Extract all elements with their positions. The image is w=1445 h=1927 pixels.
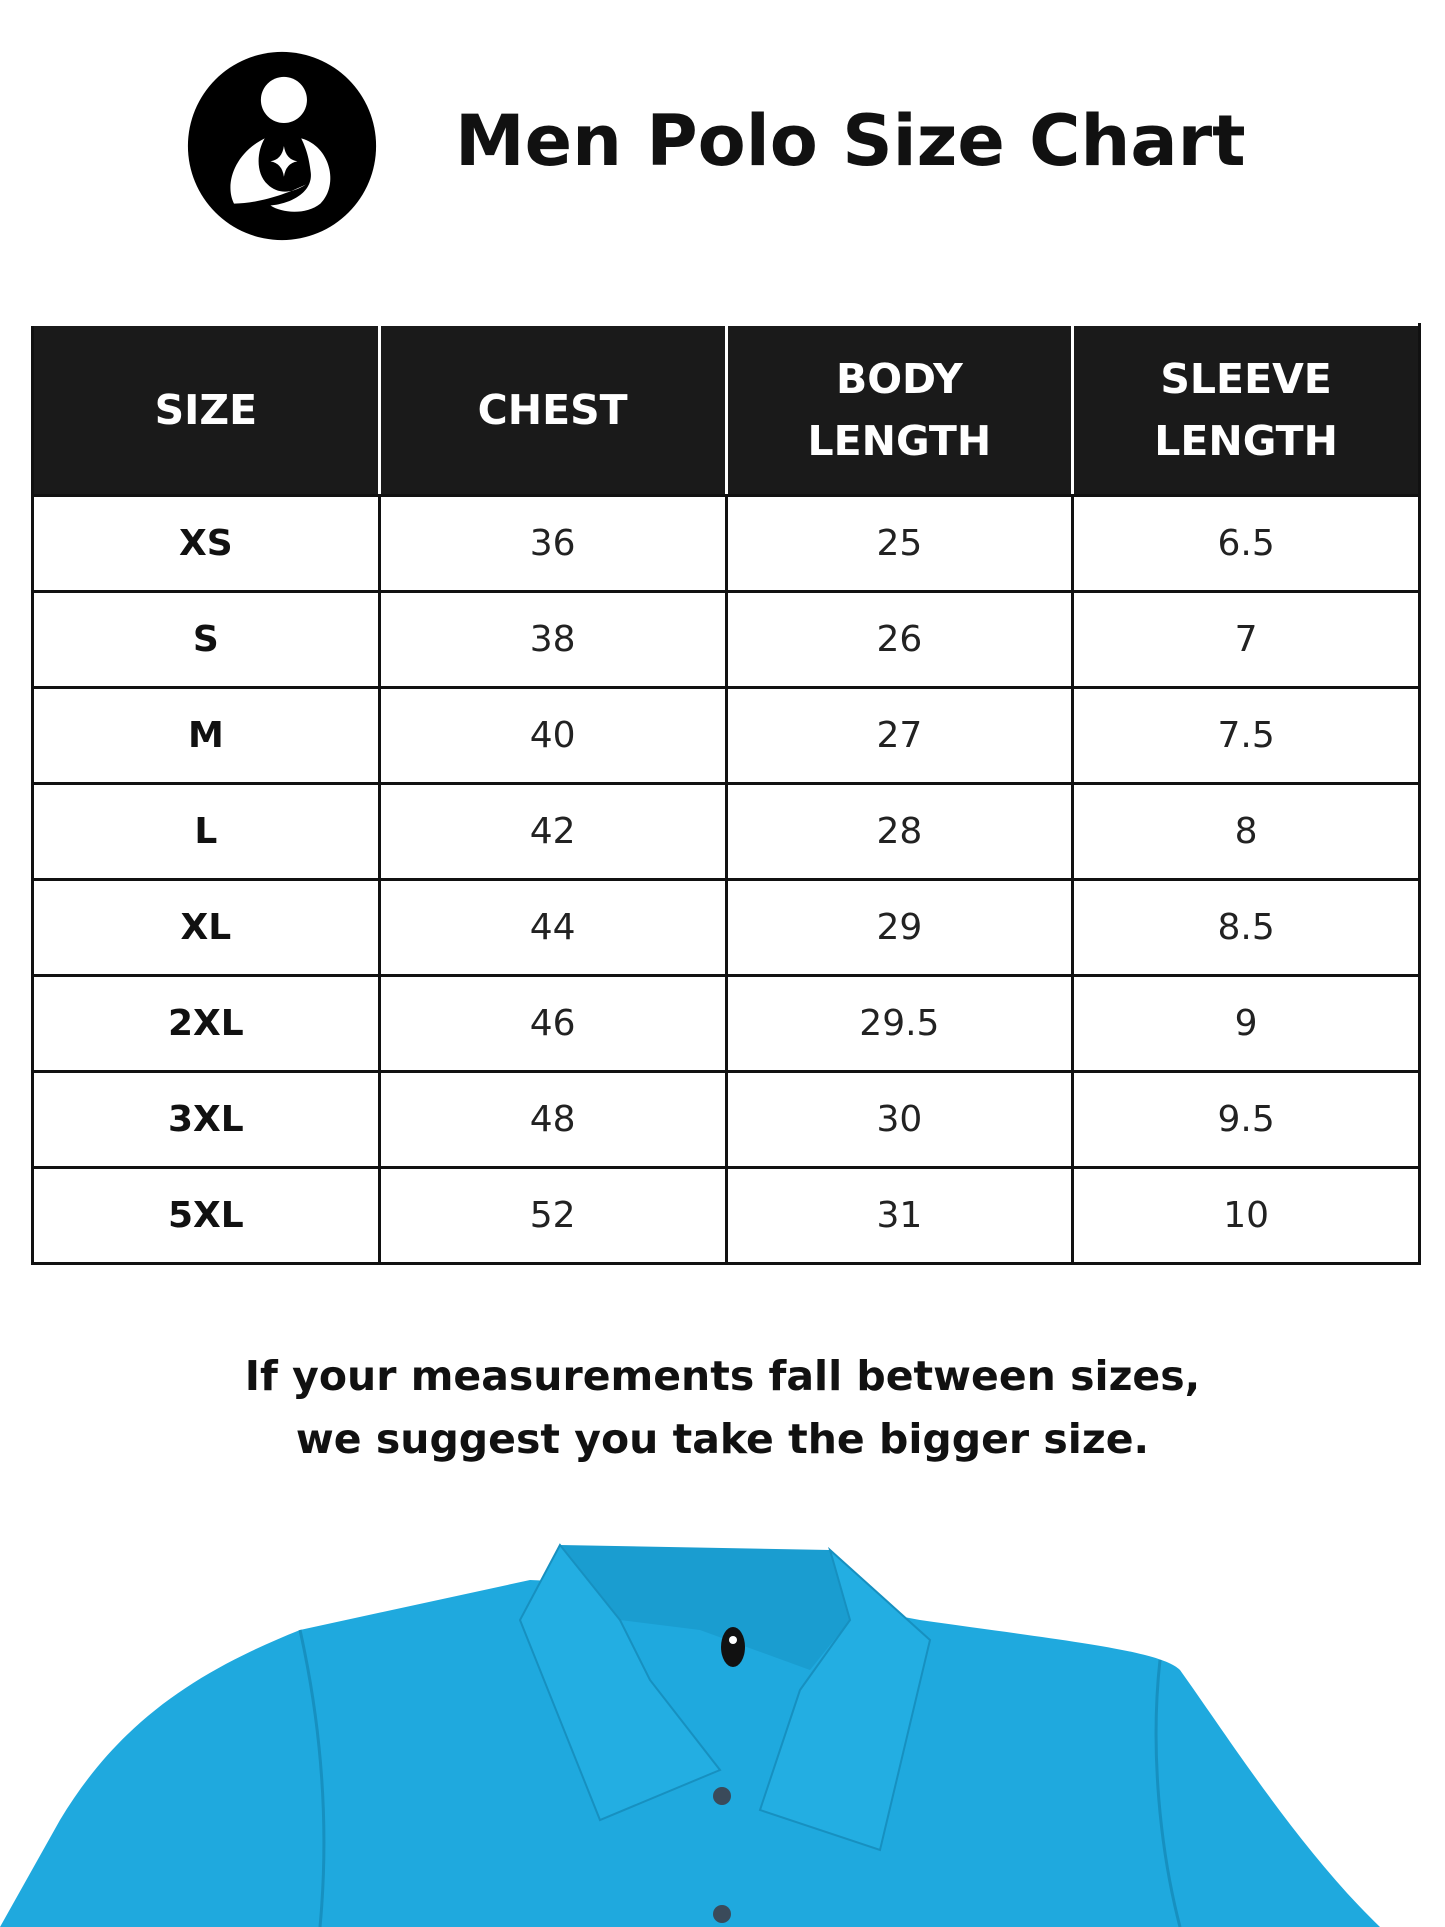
cell-size: L: [31, 782, 381, 881]
sizing-note-line-2: we suggest you take the bigger size.: [295, 1415, 1150, 1463]
sizing-note: If your measurements fall between sizes,…: [0, 1345, 1445, 1471]
brand-logo: [187, 51, 377, 241]
cell-chest: 44: [377, 878, 728, 977]
cell-sleeve-length: 7.5: [1071, 686, 1421, 785]
cell-body-length: 28: [724, 782, 1075, 881]
cell-size: 2XL: [31, 974, 381, 1073]
column-header-chest: CHEST: [377, 323, 728, 497]
header-text: BODY: [835, 355, 963, 403]
cell-size: XL: [31, 878, 381, 977]
table-row: 5XL 52 31 10: [31, 1166, 1421, 1265]
cell-chest: 42: [377, 782, 728, 881]
cell-sleeve-length: 6.5: [1071, 494, 1421, 593]
header-text: LENGTH: [807, 417, 992, 465]
size-chart-table: SIZE CHEST BODY LENGTH SLEEVE LENGTH XS 36 2…: [31, 323, 1421, 1265]
cell-size: M: [31, 686, 381, 785]
cell-sleeve-length: 9: [1071, 974, 1421, 1073]
cell-sleeve-length: 8: [1071, 782, 1421, 881]
cell-chest: 46: [377, 974, 728, 1073]
cell-body-length: 25: [724, 494, 1075, 593]
cell-sleeve-length: 7: [1071, 590, 1421, 689]
header-text: LENGTH: [1154, 417, 1338, 465]
cell-chest: 38: [377, 590, 728, 689]
column-header-body-length: BODY LENGTH: [724, 323, 1075, 497]
cell-body-length: 27: [724, 686, 1075, 785]
cell-chest: 48: [377, 1070, 728, 1169]
cell-chest: 40: [377, 686, 728, 785]
header-text: SLEEVE: [1160, 355, 1332, 403]
cell-chest: 52: [377, 1166, 728, 1265]
table-row: L 42 28 8: [31, 782, 1421, 881]
header-text: SIZE: [154, 386, 258, 434]
cell-body-length: 29.5: [724, 974, 1075, 1073]
polo-shirt-image: [0, 1543, 1380, 1927]
cell-body-length: 30: [724, 1070, 1075, 1169]
column-header-size: SIZE: [31, 323, 381, 497]
page-title: Men Polo Size Chart: [455, 100, 1246, 182]
table-row: 3XL 48 30 9.5: [31, 1070, 1421, 1169]
cell-body-length: 29: [724, 878, 1075, 977]
table-row: 2XL 46 29.5 9: [31, 974, 1421, 1073]
cell-size: XS: [31, 494, 381, 593]
column-header-sleeve-length: SLEEVE LENGTH: [1071, 323, 1421, 497]
sizing-note-line-1: If your measurements fall between sizes,: [244, 1352, 1201, 1400]
cell-sleeve-length: 9.5: [1071, 1070, 1421, 1169]
header-text: CHEST: [477, 386, 628, 434]
table-row: S 38 26 7: [31, 590, 1421, 689]
table-header-row: SIZE CHEST BODY LENGTH SLEEVE LENGTH: [31, 323, 1421, 497]
cell-size: S: [31, 590, 381, 689]
table-row: XL 44 29 8.5: [31, 878, 1421, 977]
cell-size: 5XL: [31, 1166, 381, 1265]
cell-size: 3XL: [31, 1070, 381, 1169]
table-row: M 40 27 7.5: [31, 686, 1421, 785]
cell-body-length: 31: [724, 1166, 1075, 1265]
cell-body-length: 26: [724, 590, 1075, 689]
table-row: XS 36 25 6.5: [31, 494, 1421, 593]
cell-chest: 36: [377, 494, 728, 593]
cell-sleeve-length: 10: [1071, 1166, 1421, 1265]
cell-sleeve-length: 8.5: [1071, 878, 1421, 977]
